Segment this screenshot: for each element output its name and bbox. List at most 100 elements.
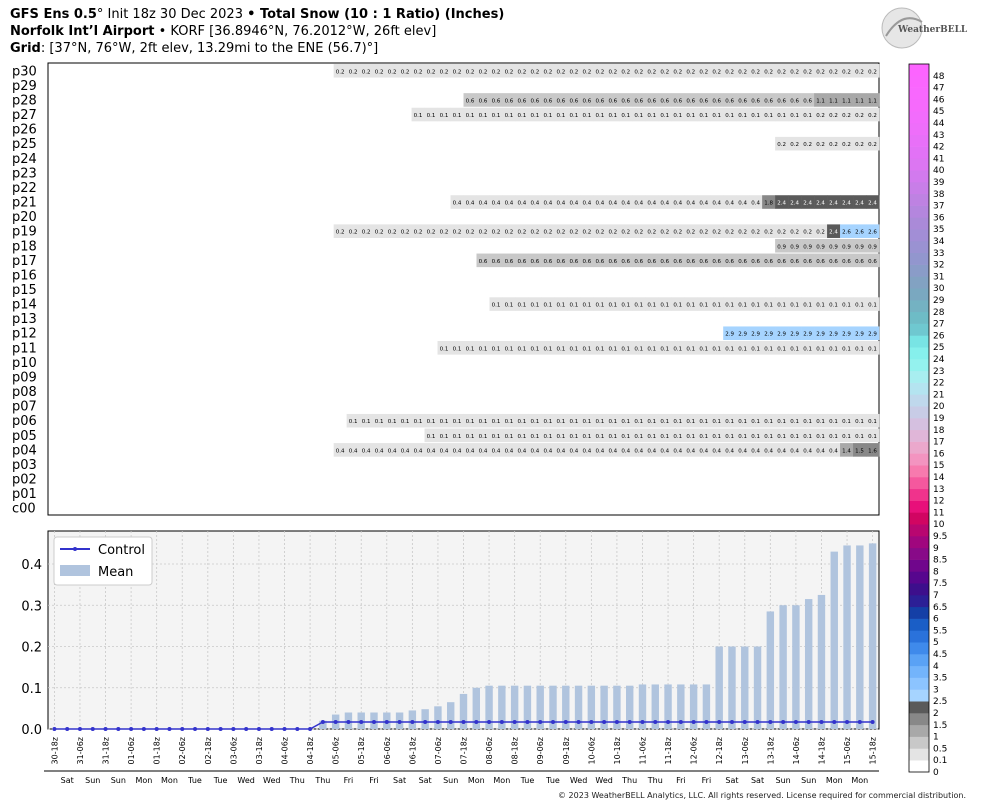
heatmap-cell [476,195,490,209]
heatmap-cell [684,253,698,268]
colorbar-tick-label: 4.5 [933,650,947,660]
heatmap-cell-label: 0.2 [686,230,695,236]
heatmap-cell [593,413,607,428]
control-point [487,719,492,724]
x-day-label: Sun [801,776,816,785]
heatmap-cell-label: 0.4 [569,201,578,207]
heatmap-cell [437,64,451,78]
colorbar-tick-label: 12 [933,497,944,507]
heatmap-cell [645,195,659,209]
heatmap-cell-label: 0.1 [738,113,747,119]
heatmap-cell-label: 0.1 [699,346,708,352]
colorbar-swatch [909,429,929,442]
heatmap-cell-label: 0.1 [660,303,669,309]
heatmap-cell-label: 0.2 [842,142,851,148]
colorbar-swatch [909,477,929,490]
heatmap-cell-label: 0.2 [608,230,617,236]
heatmap-cell [853,136,867,151]
colorbar-swatch [909,488,929,501]
heatmap-cell [775,238,789,253]
heatmap-cell [645,253,659,268]
heatmap-cell-label: 0.1 [621,113,630,119]
control-point [397,719,402,724]
heatmap-cell-label: 0.1 [842,434,851,440]
heatmap-cell [515,443,529,457]
member-label-p25: p25 [12,137,37,152]
heatmap-cell-label: 0.1 [531,419,540,425]
heatmap-cell [489,443,503,457]
heatmap-cell-label: 0.2 [557,230,566,236]
heatmap-cell-label: 0.1 [569,419,578,425]
heatmap-cell [710,64,724,78]
heatmap-cell [398,64,412,78]
heatmap-cell-label: 2.4 [868,201,877,207]
heatmap-cell-label: 0.1 [673,419,682,425]
heatmap-cell-label: 2.9 [803,332,812,338]
heatmap-cell [632,195,646,209]
heatmap-cell [749,297,763,311]
heatmap-cell-label: 0.2 [595,230,604,236]
heatmap-cell-label: 0.1 [647,419,656,425]
y-tick-label: 0.1 [21,682,42,697]
heatmap-cell [528,297,542,311]
heatmap-cell-label: 0.2 [660,230,669,236]
heatmap-cell [619,93,633,107]
heatmap-cell-label: 2.4 [829,230,838,236]
heatmap-cell-label: 0.6 [855,259,864,265]
heatmap-cell-label: 0.2 [414,230,423,236]
heatmap-cell-label: 0.1 [790,346,799,352]
x-day-label: Mon [468,776,485,785]
control-point [282,727,287,731]
heatmap-cell [749,253,763,268]
colorbar-swatch [909,453,929,466]
heatmap-cell-label: 0.1 [660,419,669,425]
heatmap-cell-label: 0.2 [699,230,708,236]
heatmap-cell-label: 0.2 [816,230,825,236]
heatmap-cell-label: 0.1 [738,419,747,425]
x-time-label: 02-18z [204,737,213,764]
heatmap-cell-label: 1.1 [855,98,864,104]
heatmap-cell-label: 0.1 [764,419,773,425]
control-point [129,727,134,731]
heatmap-cell-label: 0.2 [336,230,345,236]
heatmap-cell-label: 0.1 [569,303,578,309]
x-day-label: Thu [314,776,330,785]
member-label-p16: p16 [12,268,37,283]
heatmap-cell [671,195,685,209]
heatmap-cell [580,195,594,209]
member-label-p15: p15 [12,283,37,298]
heatmap-cell-label: 0.4 [518,448,527,454]
heatmap-cell [554,413,568,428]
x-day-label: Fri [369,776,379,785]
control-point [640,719,645,724]
heatmap-cell [814,341,828,355]
heatmap-cell [632,107,646,122]
heatmap-cell-label: 0.1 [855,303,864,309]
heatmap-cell [645,224,659,238]
heatmap-cell [762,195,776,209]
heatmap-cell [866,224,880,238]
heatmap-cell [580,297,594,311]
heatmap-cell-label: 0.6 [518,98,527,104]
heatmap-cell-label: 2.9 [816,332,825,338]
mean-bar [472,687,480,729]
colorbar-swatch [909,370,929,383]
x-time-label: 01-06z [127,737,136,764]
heatmap-cell [801,413,815,428]
heatmap-cell [554,443,568,457]
heatmap-cell [736,107,750,122]
colorbar-tick-label: 33 [933,249,944,259]
heatmap-cell [437,413,451,428]
heatmap-cell [684,195,698,209]
colorbar-tick-label: 46 [933,95,945,105]
heatmap-cell-label: 0.1 [621,419,630,425]
copyright-notice: © 2023 WeatherBELL Analytics, LLC. All r… [558,791,966,800]
heatmap-cell [853,64,867,78]
heatmap-cell-label: 0.1 [505,346,514,352]
heatmap-cell-label: 0.2 [492,69,501,75]
heatmap-cell-label: 0.4 [621,448,630,454]
heatmap-cell-label: 0.1 [492,419,501,425]
x-day-label: Sat [419,776,432,785]
heatmap-cell-label: 0.1 [453,346,462,352]
heatmap-cell [632,341,646,355]
